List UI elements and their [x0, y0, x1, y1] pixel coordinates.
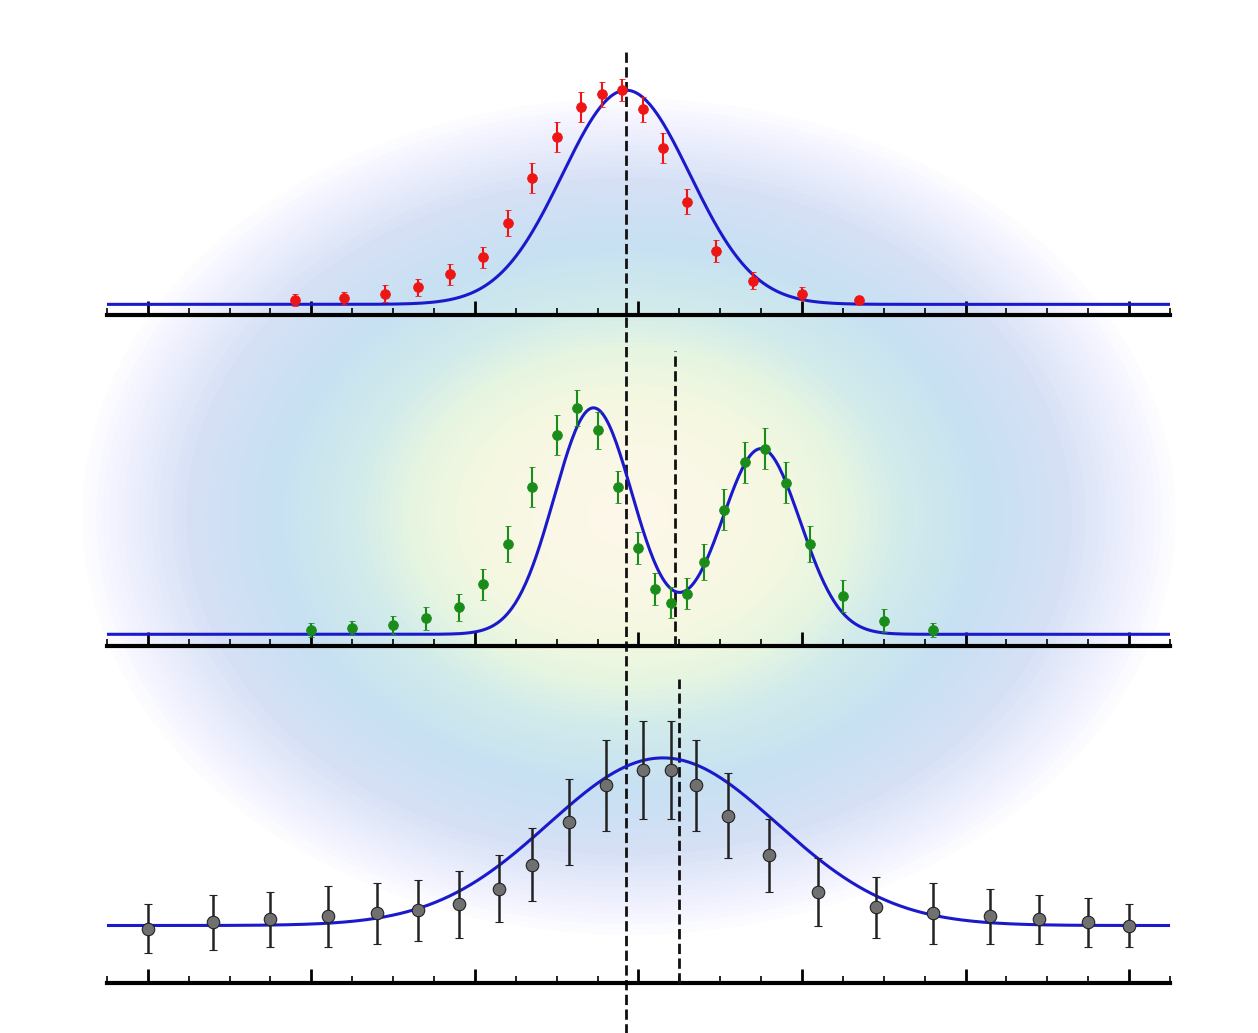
Ellipse shape: [111, 120, 1147, 913]
Ellipse shape: [103, 115, 1155, 919]
Ellipse shape: [623, 511, 637, 522]
Ellipse shape: [297, 262, 961, 771]
Ellipse shape: [360, 310, 898, 723]
Ellipse shape: [263, 236, 996, 797]
Ellipse shape: [311, 273, 947, 760]
Ellipse shape: [601, 495, 657, 537]
Ellipse shape: [394, 337, 864, 696]
Ellipse shape: [609, 501, 650, 532]
Ellipse shape: [289, 257, 969, 776]
Ellipse shape: [208, 193, 1052, 840]
Ellipse shape: [352, 305, 906, 728]
Ellipse shape: [277, 247, 981, 786]
Ellipse shape: [560, 464, 698, 569]
Ellipse shape: [283, 252, 975, 781]
Ellipse shape: [380, 325, 878, 707]
Ellipse shape: [145, 146, 1113, 887]
Ellipse shape: [615, 506, 643, 527]
Ellipse shape: [75, 93, 1183, 940]
Ellipse shape: [498, 416, 760, 617]
Ellipse shape: [484, 405, 775, 628]
Ellipse shape: [186, 178, 1072, 855]
Ellipse shape: [200, 188, 1058, 845]
Ellipse shape: [443, 374, 816, 659]
Ellipse shape: [345, 300, 913, 733]
Ellipse shape: [408, 347, 850, 686]
Ellipse shape: [159, 156, 1099, 876]
Ellipse shape: [595, 490, 664, 543]
Ellipse shape: [463, 389, 795, 644]
Ellipse shape: [152, 151, 1107, 882]
Ellipse shape: [518, 432, 740, 601]
Ellipse shape: [470, 395, 788, 638]
Ellipse shape: [228, 210, 1030, 823]
Ellipse shape: [477, 400, 781, 633]
Ellipse shape: [415, 352, 844, 681]
Ellipse shape: [567, 469, 692, 564]
Ellipse shape: [89, 103, 1169, 930]
Ellipse shape: [194, 183, 1064, 850]
Ellipse shape: [125, 130, 1135, 903]
Ellipse shape: [304, 268, 955, 765]
Ellipse shape: [331, 289, 926, 744]
Ellipse shape: [491, 411, 767, 622]
Ellipse shape: [325, 283, 933, 750]
Ellipse shape: [455, 384, 803, 649]
Ellipse shape: [581, 479, 677, 554]
Ellipse shape: [317, 278, 941, 755]
Ellipse shape: [574, 474, 684, 559]
Ellipse shape: [372, 320, 886, 713]
Ellipse shape: [249, 225, 1010, 808]
Ellipse shape: [117, 125, 1141, 908]
Ellipse shape: [511, 427, 747, 606]
Ellipse shape: [554, 459, 706, 574]
Ellipse shape: [400, 342, 858, 691]
Ellipse shape: [387, 332, 871, 701]
Ellipse shape: [221, 205, 1037, 828]
Ellipse shape: [421, 357, 837, 676]
Ellipse shape: [235, 215, 1024, 818]
Ellipse shape: [532, 442, 726, 591]
Ellipse shape: [131, 135, 1127, 898]
Ellipse shape: [449, 379, 809, 654]
Ellipse shape: [83, 98, 1176, 935]
Ellipse shape: [255, 230, 1003, 803]
Ellipse shape: [172, 167, 1086, 866]
Ellipse shape: [214, 198, 1044, 835]
Ellipse shape: [435, 368, 823, 665]
Ellipse shape: [504, 421, 754, 612]
Ellipse shape: [138, 140, 1121, 893]
Ellipse shape: [166, 162, 1092, 871]
Ellipse shape: [540, 447, 720, 586]
Ellipse shape: [428, 363, 830, 670]
Ellipse shape: [180, 173, 1078, 860]
Ellipse shape: [96, 108, 1162, 925]
Ellipse shape: [546, 452, 712, 580]
Ellipse shape: [587, 484, 671, 549]
Ellipse shape: [366, 315, 892, 718]
Ellipse shape: [269, 242, 989, 791]
Ellipse shape: [526, 437, 732, 596]
Ellipse shape: [338, 294, 920, 739]
Ellipse shape: [242, 220, 1016, 813]
